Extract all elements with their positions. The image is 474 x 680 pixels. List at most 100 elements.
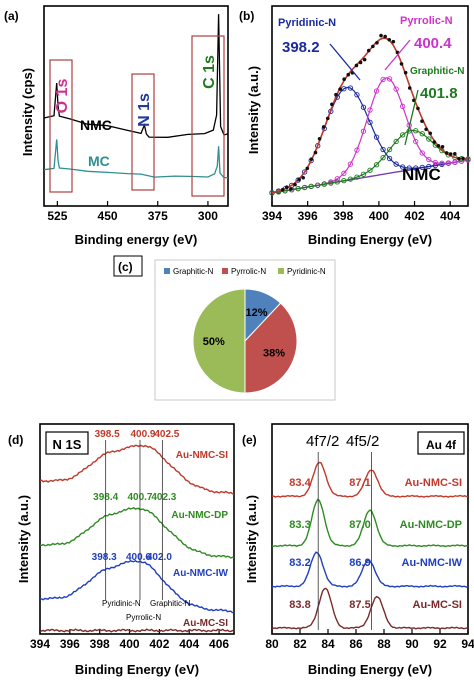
panel-b-raw-point bbox=[457, 156, 461, 161]
panel-b-fit-point-graphitic bbox=[413, 128, 419, 134]
panel-b-fit-point-pyrrolic bbox=[367, 107, 373, 113]
panel-b-fit-point-graphitic bbox=[367, 167, 373, 173]
panel-b-arrow-pyrrolic bbox=[384, 39, 411, 71]
panel-a-box-n1s bbox=[131, 73, 155, 191]
panel-b-fit-point-pyrrolic bbox=[393, 86, 399, 92]
panel-b-raw-point bbox=[420, 119, 424, 124]
panel-b-peak-label-pyridinic: Pyridinic-N bbox=[278, 17, 336, 29]
panel-d-series-au-mc-si bbox=[39, 628, 235, 633]
panel-a-x-tick-label: 450 bbox=[98, 209, 118, 223]
panel-e-orbital-label: 4f7/2 bbox=[306, 433, 339, 450]
panel-b-peak-position-pyrrolic: 400.4 bbox=[414, 35, 452, 52]
panel-e-x-tick-label: 90 bbox=[405, 637, 419, 651]
panel-e-peak-label: 83.2 bbox=[289, 557, 310, 569]
panel-a-box-o1s bbox=[49, 59, 73, 193]
panel-b-raw-point bbox=[383, 34, 387, 39]
panel-d-peak-label: 398.5 bbox=[95, 429, 120, 440]
panel-b-raw-point bbox=[362, 57, 367, 62]
panel-b-raw-point bbox=[403, 70, 408, 75]
panel-b-x-tick-label: 402 bbox=[405, 209, 425, 223]
panel-d-marker-label: Graphitic-N bbox=[150, 599, 191, 608]
panel-e-series-au-mc-si bbox=[271, 587, 469, 630]
panel-b-peak-position-graphitic: 401.8 bbox=[420, 85, 458, 102]
panel-b-raw-point bbox=[342, 77, 346, 82]
panel-a-ylabel: Intensity (cps) bbox=[20, 68, 35, 156]
panel-c-legend-label: Pyridinic-N bbox=[287, 267, 326, 276]
panel-b-fit-point-graphitic bbox=[360, 171, 367, 177]
panel-e-series-label: Au-NMC-SI bbox=[405, 477, 462, 489]
panel-b-tag-bg bbox=[236, 4, 264, 24]
panel-b-fit-point-pyridinic bbox=[400, 164, 406, 170]
panel-e-title-box bbox=[417, 431, 465, 455]
panel-b-fit-point-graphitic bbox=[341, 177, 347, 184]
panel-b-fit-point-graphitic bbox=[295, 185, 301, 192]
panel-b-fit-point-pyridinic bbox=[386, 155, 393, 162]
panel-d-x-tick-label: 404 bbox=[179, 637, 199, 651]
panel-d-peak-label: 402.5 bbox=[154, 429, 179, 440]
panel-b-raw-point bbox=[305, 166, 310, 171]
panel-c-legend-label: Pyrrolic-N bbox=[231, 267, 266, 276]
panel-d-frame bbox=[39, 423, 235, 635]
panel-b-arrow-graphitic bbox=[404, 89, 419, 146]
panel-a-frame bbox=[43, 5, 229, 207]
panel-b-raw-point bbox=[379, 33, 383, 38]
panel-e-tag: (e) bbox=[242, 433, 257, 447]
panel-c-legend-label: Graphitic-N bbox=[173, 267, 214, 276]
panel-d-title: N 1S bbox=[53, 437, 82, 452]
panel-b-fit-point-pyrrolic bbox=[347, 161, 354, 167]
panel-b-peak-label-pyrrolic: Pyrrolic-N bbox=[400, 15, 453, 27]
panel-b-raw-point bbox=[358, 60, 363, 65]
panel-e-peak-label: 87.0 bbox=[349, 519, 370, 531]
panel-b-raw-point bbox=[309, 157, 314, 161]
panel-c-legend-swatch bbox=[278, 268, 284, 274]
panel-d-title-box bbox=[45, 431, 89, 455]
panel-b-fit-point-pyrrolic bbox=[373, 88, 380, 94]
panel-d-peak-label: 402.3 bbox=[151, 492, 176, 503]
panel-b-frame bbox=[271, 5, 469, 207]
panel-e-x-tick-label: 84 bbox=[321, 637, 335, 651]
panel-b-raw-point bbox=[407, 86, 412, 90]
panel-b-raw-point bbox=[293, 182, 297, 187]
panel-b-raw-point bbox=[325, 116, 330, 121]
panel-b-raw-point bbox=[461, 156, 465, 161]
panel-b-raw-point bbox=[424, 127, 428, 132]
panel-a-annotation-o1s: O 1s bbox=[54, 79, 71, 114]
panel-d-marker-label: Pyrrolic-N bbox=[126, 613, 161, 622]
panel-a-x-tick-label: 525 bbox=[47, 209, 67, 223]
panel-a-annotation-n1s: N 1s bbox=[136, 93, 153, 127]
panel-d-x-tick-label: 400 bbox=[120, 637, 140, 651]
panel-b-fit-point-graphitic bbox=[393, 138, 399, 145]
panel-e-x-tick-label: 86 bbox=[349, 637, 363, 651]
panel-b-raw-point bbox=[321, 125, 326, 129]
panel-b-fit-point-graphitic bbox=[380, 155, 386, 161]
panel-c-slice-label: 38% bbox=[263, 347, 285, 359]
panel-b-arrow-pyridinic bbox=[329, 43, 361, 81]
panel-c-slice-label: 12% bbox=[245, 307, 267, 319]
panel-c-tag-bg bbox=[113, 255, 143, 277]
panel-b-fit-point-pyridinic bbox=[426, 163, 432, 170]
panel-d-peak-label: 398.3 bbox=[92, 552, 117, 563]
panel-c-legend-swatch bbox=[222, 268, 228, 274]
panel-a-annotation-c1s: C 1s bbox=[201, 55, 218, 89]
panel-e-tag-bg bbox=[238, 428, 266, 448]
panel-a-legend-mc: MC bbox=[88, 153, 110, 169]
panel-b-raw-point bbox=[334, 92, 338, 97]
panel-b-fit-point-pyridinic bbox=[302, 169, 308, 175]
panel-b-fit-point-pyridinic bbox=[432, 162, 438, 169]
panel-b-title: NMC bbox=[402, 165, 441, 184]
panel-b-peak-label-graphitic: Graphitic-N bbox=[410, 66, 464, 77]
panel-a-box-c1s bbox=[191, 35, 225, 197]
panel-a-xlabel: Binding energy (eV) bbox=[75, 232, 198, 247]
panel-a-legend-nmc: NMC bbox=[80, 117, 112, 133]
panel-e-xlabel: Binding Energy (eV) bbox=[308, 662, 432, 677]
panel-b-tag: (b) bbox=[239, 9, 254, 23]
panel-d-tag: (d) bbox=[8, 433, 23, 447]
panel-a-tag: (a) bbox=[4, 9, 19, 23]
panel-b-fit-point-pyrrolic bbox=[380, 76, 386, 83]
panel-b-x-tick-label: 404 bbox=[440, 209, 460, 223]
panel-d-series-au-nmc-dp bbox=[39, 507, 235, 559]
panel-e-x-tick-label: 82 bbox=[293, 637, 307, 651]
panel-b-raw-point bbox=[399, 62, 404, 66]
panel-e-orbital-label: 4f5/2 bbox=[346, 433, 379, 450]
panel-b-fit-point-pyrrolic bbox=[400, 103, 406, 109]
